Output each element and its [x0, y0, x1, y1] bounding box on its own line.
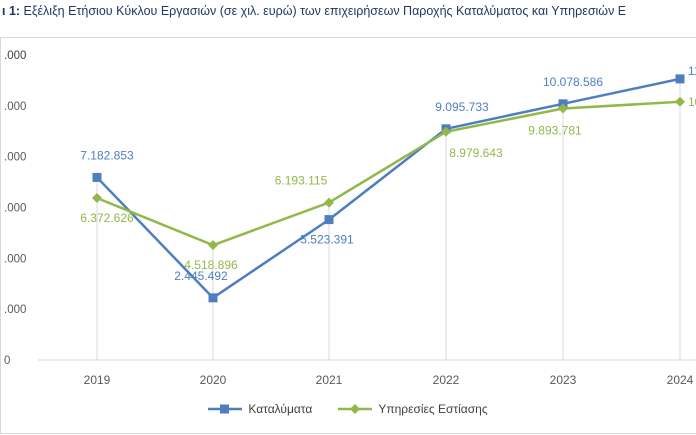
- data-point-marker: [324, 197, 334, 208]
- data-label: 4.518.896: [184, 258, 238, 272]
- data-point-marker: [675, 96, 685, 107]
- data-label: 9.893.781: [528, 124, 582, 138]
- x-tick-label: 2019: [84, 373, 111, 387]
- chart-title: ι 1: Εξέλιξη Ετήσιου Κύκλου Εργασιών (σε…: [2, 4, 626, 18]
- legend: Καταλύματα Υπηρεσίες Εστίασης: [0, 402, 696, 416]
- data-point-marker: [558, 103, 568, 114]
- y-tick-label: .000: [4, 152, 26, 164]
- data-point-marker: [208, 240, 218, 251]
- y-tick-label: .000: [4, 253, 26, 265]
- data-label: 10: [688, 95, 696, 109]
- data-label: 5.523.391: [300, 233, 354, 247]
- data-label: 6.372.626: [80, 211, 134, 225]
- y-tick-label: .000: [4, 50, 26, 62]
- data-point-marker: [441, 126, 451, 137]
- data-label: 9.095.733: [435, 100, 489, 114]
- data-label: 11: [688, 64, 696, 78]
- legend-marker-square-icon: [208, 404, 243, 414]
- legend-item-series-1: Καταλύματα: [208, 402, 312, 416]
- data-label: 10.078.586: [543, 75, 603, 89]
- series-line-1: [96, 77, 681, 300]
- y-tick-label: .000: [4, 50, 26, 62]
- data-point-marker: [324, 215, 334, 225]
- x-tick-label: 2023: [550, 373, 577, 387]
- y-tick-label: .000: [4, 304, 26, 316]
- x-tick-label: 2021: [316, 373, 343, 387]
- legend-item-series-2: Υπηρεσίες Εστίασης: [338, 402, 488, 416]
- data-point-marker: [675, 74, 685, 84]
- data-point-marker: [92, 193, 102, 204]
- x-tick-label: 2022: [433, 373, 460, 387]
- chart-title-text: Εξέλιξη Ετήσιου Κύκλου Εργασιών (σε χιλ.…: [23, 4, 627, 18]
- x-tick-label: 2024: [667, 373, 694, 387]
- data-point-marker: [208, 293, 218, 303]
- legend-label-series-1: Καταλύματα: [248, 402, 313, 416]
- chart-title-prefix: ι 1:: [2, 4, 21, 18]
- series-line-2: [96, 100, 681, 247]
- data-label: 7.182.853: [80, 148, 134, 162]
- y-tick-label: .000: [4, 101, 26, 113]
- chart-frame: [0, 37, 696, 434]
- x-tick-label: 2020: [200, 373, 227, 387]
- legend-label-series-2: Υπηρεσίες Εστίασης: [378, 402, 488, 416]
- data-label: 8.979.643: [449, 146, 503, 160]
- data-label: 2.445.492: [174, 269, 228, 283]
- y-tick-label: 0: [4, 355, 10, 367]
- y-tick-label: .000: [4, 203, 26, 215]
- data-point-marker: [92, 172, 102, 182]
- legend-marker-diamond-icon: [338, 404, 373, 414]
- data-label: 6.193.115: [275, 174, 328, 188]
